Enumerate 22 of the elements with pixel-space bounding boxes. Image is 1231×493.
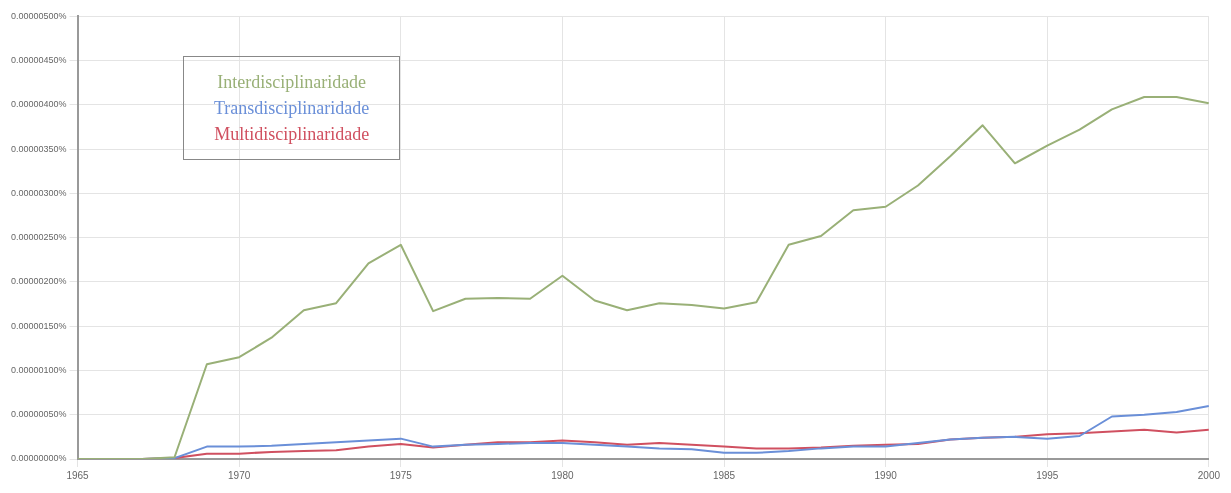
y-tick-label: 0.00000250%: [10, 232, 67, 243]
x-tick-label: 1980: [551, 469, 574, 481]
y-tick-label: 0.00000350%: [10, 143, 67, 154]
text: Transdisciplinaridade: [214, 97, 370, 120]
y-tick-label: 0.00000450%: [10, 55, 67, 66]
y-tick-label: 0.00000000%: [10, 453, 67, 464]
y-tick-label: 0.00000400%: [10, 99, 67, 110]
y-tick-label: 0.00000050%: [10, 409, 67, 420]
text: Multidisciplinaridade: [214, 123, 370, 146]
x-tick-label: 1965: [66, 469, 90, 481]
x-tick-label: 1985: [712, 469, 736, 481]
x-tick-label: 1995: [1036, 469, 1059, 481]
x-tick-label: 1990: [874, 469, 898, 481]
x-tick-label: 2000: [1197, 469, 1221, 481]
x-tick-label: 1975: [389, 469, 413, 481]
y-tick-label: 0.00000200%: [10, 276, 67, 287]
x-tick-label: 1970: [228, 469, 251, 481]
y-tick-label: 0.00000100%: [10, 364, 67, 375]
y-tick-label: 0.00000500%: [10, 10, 67, 21]
y-tick-label: 0.00000300%: [10, 187, 67, 198]
text: Interdisciplinaridade: [216, 71, 368, 94]
y-tick-label: 0.00000150%: [10, 320, 67, 331]
